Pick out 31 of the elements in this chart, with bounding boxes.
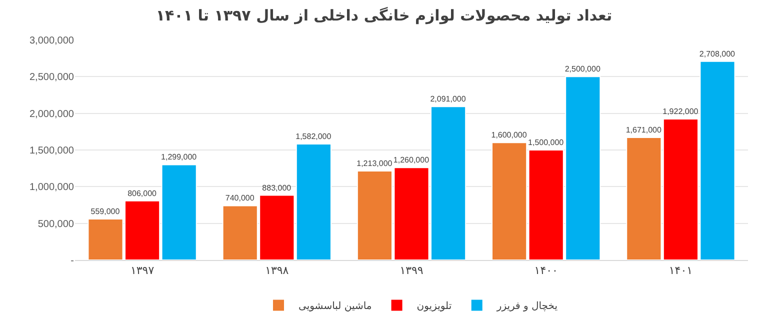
y-tick-label: - <box>70 256 74 266</box>
y-tick-label: 1,000,000 <box>30 182 74 194</box>
x-tick-label: ۱۴۰۱ <box>668 264 693 278</box>
data-label: 1,260,000 <box>393 156 430 165</box>
data-label: 740,000 <box>225 194 255 203</box>
data-label: 2,500,000 <box>564 64 601 74</box>
y-tick-label: 3,000,000 <box>30 36 74 46</box>
legend-label: یخچال و فریزر <box>496 301 558 312</box>
data-label: 2,091,000 <box>430 94 466 104</box>
data-label: 2,708,000 <box>699 49 736 58</box>
y-tick-label: 2,500,000 <box>30 72 74 84</box>
data-label: 1,600,000 <box>491 130 528 140</box>
legend-label: تلویزیون <box>416 301 452 312</box>
data-label: 883,000 <box>262 183 292 192</box>
chart-title: تعداد تولید محصولات لوازم خانگی داخلی از سال ۱۳۹۷ تا ۱۴۰۱ <box>156 6 612 24</box>
data-label: 1,213,000 <box>356 159 393 168</box>
data-label: 806,000 <box>128 188 158 198</box>
legend-label: ماشین لباسشویی <box>298 301 372 312</box>
x-tick-label: ۱۴۰۰ <box>534 264 558 278</box>
x-tick-label: ۱۳۹۸ <box>265 264 289 278</box>
y-tick-label: 500,000 <box>38 218 74 230</box>
y-tick-label: 1,500,000 <box>30 146 74 156</box>
data-label: 1,500,000 <box>528 138 564 147</box>
data-label: 1,299,000 <box>161 152 198 162</box>
data-label: 1,671,000 <box>626 125 662 134</box>
y-tick-label: 2,000,000 <box>30 108 74 120</box>
data-label: 1,582,000 <box>296 132 332 141</box>
x-tick-label: ۱۳۹۹ <box>400 264 424 278</box>
data-label: 559,000 <box>90 207 120 216</box>
data-label: 1,922,000 <box>662 107 699 116</box>
x-tick-label: ۱۳۹۷ <box>130 264 154 278</box>
